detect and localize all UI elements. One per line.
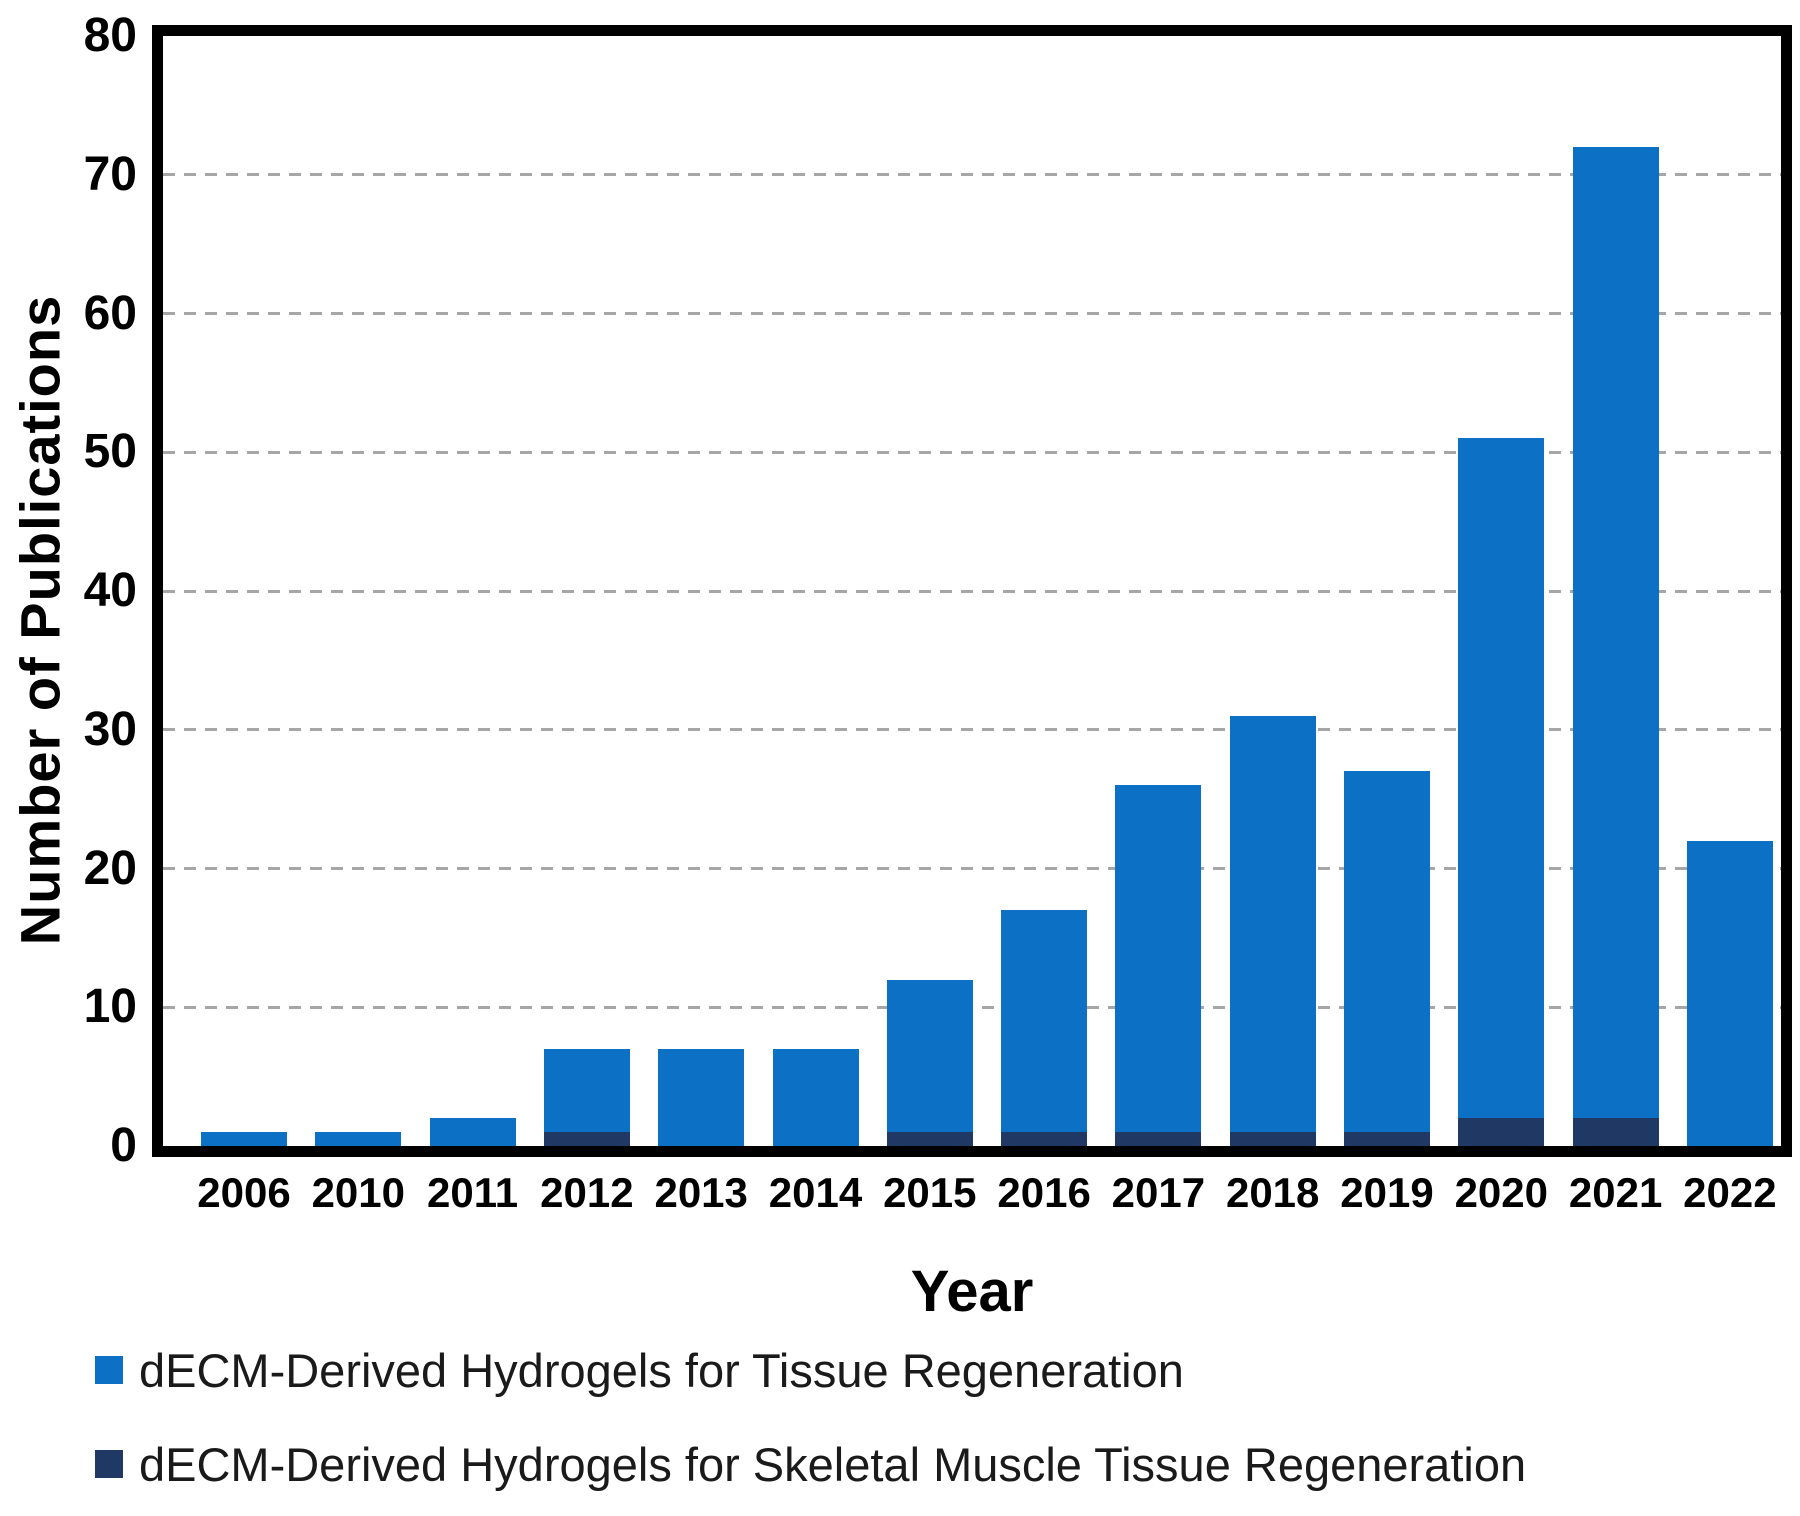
bar-tissue-2020: [1458, 438, 1545, 1146]
bar-tissue-2010: [315, 1132, 402, 1146]
bar-muscle-2017: [1115, 1132, 1202, 1146]
bar-tissue-2016: [1001, 910, 1088, 1146]
y-tick-0: 0: [110, 1119, 137, 1172]
legend-swatch-blue-icon: [95, 1356, 123, 1384]
legend-label-skeletal-muscle: dECM-Derived Hydrogels for Skeletal Musc…: [139, 1437, 1527, 1491]
gridline-30: [163, 728, 1781, 732]
bar-tissue-2022: [1686, 840, 1773, 1146]
y-tick-50: 50: [83, 425, 137, 479]
plot-area: [152, 25, 1792, 1157]
y-tick-70: 70: [83, 147, 137, 201]
y-tick-10: 10: [83, 980, 137, 1034]
bar-tissue-2012: [543, 1048, 630, 1146]
bar-muscle-2021: [1572, 1118, 1659, 1146]
x-tick-2017: 2017: [1111, 1169, 1206, 1216]
legend-item-tissue-regeneration: dECM-Derived Hydrogels for Tissue Regene…: [95, 1340, 1755, 1400]
bar-muscle-2020: [1458, 1118, 1545, 1146]
bar-tissue-2017: [1115, 785, 1202, 1146]
bar-muscle-2012: [543, 1132, 630, 1146]
x-tick-2019: 2019: [1340, 1169, 1434, 1216]
y-tick-80: 80: [83, 9, 137, 62]
x-tick-2018: 2018: [1225, 1169, 1320, 1216]
bar-tissue-2021: [1572, 147, 1659, 1146]
bar-muscle-2016: [1001, 1132, 1088, 1146]
x-tick-2016: 2016: [997, 1169, 1091, 1216]
gridline-60: [163, 312, 1781, 315]
bar-tissue-2018: [1229, 715, 1316, 1146]
y-tick-40: 40: [83, 564, 137, 617]
legend-item-skeletal-muscle: dECM-Derived Hydrogels for Skeletal Musc…: [95, 1434, 1755, 1494]
bar-muscle-2019: [1344, 1132, 1430, 1146]
y-tick-60: 60: [83, 286, 137, 340]
x-tick-2021: 2021: [1568, 1169, 1663, 1216]
x-tick-2020: 2020: [1454, 1169, 1549, 1216]
bar-muscle-2015: [886, 1132, 973, 1146]
x-tick-2010: 2010: [311, 1169, 406, 1216]
x-tick-2015: 2015: [883, 1169, 977, 1216]
x-tick-2022: 2022: [1683, 1169, 1777, 1216]
y-tick-30: 30: [83, 702, 137, 756]
gridline-40: [163, 589, 1781, 593]
legend-label-tissue-regeneration: dECM-Derived Hydrogels for Tissue Regene…: [139, 1343, 1184, 1397]
gridline-20: [163, 867, 1781, 870]
y-tick-20: 20: [83, 841, 137, 895]
bar-tissue-2014: [772, 1048, 859, 1146]
x-axis-title: Year: [910, 1259, 1034, 1324]
x-tick-2012: 2012: [540, 1169, 634, 1216]
bar-tissue-2019: [1344, 771, 1430, 1146]
bar-tissue-2013: [658, 1048, 745, 1146]
y-axis-tick-labels: 0 10 20 30 40 50 60 70 80: [0, 0, 137, 1516]
gridline-70: [163, 173, 1781, 177]
bar-tissue-2006: [201, 1132, 287, 1146]
legend: dECM-Derived Hydrogels for Tissue Regene…: [95, 1340, 1755, 1516]
legend-swatch-navy-icon: [95, 1450, 123, 1478]
x-tick-2011: 2011: [427, 1169, 519, 1216]
bar-tissue-2015: [886, 979, 973, 1146]
x-tick-2014: 2014: [768, 1169, 863, 1216]
bar-muscle-2018: [1229, 1132, 1316, 1146]
gridline-50: [163, 450, 1781, 454]
x-tick-2006: 2006: [197, 1169, 291, 1216]
bar-tissue-2011: [429, 1118, 516, 1146]
x-tick-2013: 2013: [654, 1169, 748, 1216]
